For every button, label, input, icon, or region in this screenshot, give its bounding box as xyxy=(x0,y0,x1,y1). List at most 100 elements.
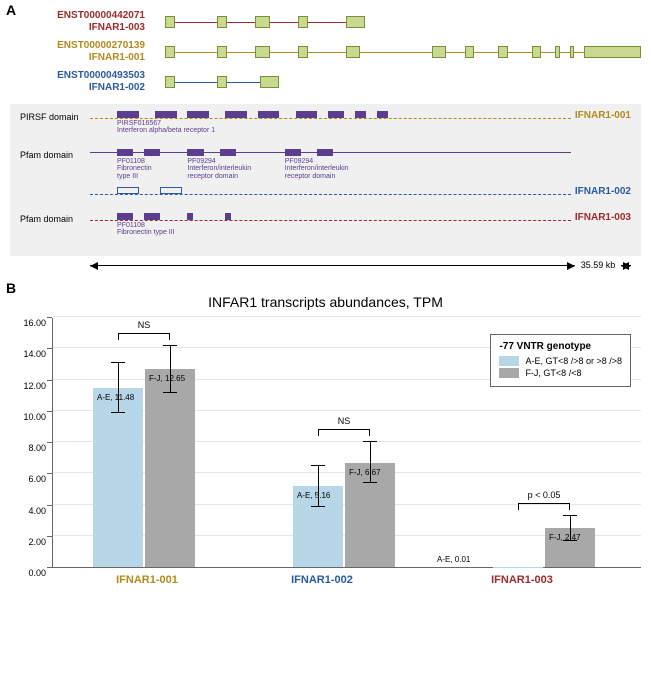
transcript-track xyxy=(165,44,641,60)
domain-box xyxy=(160,187,182,194)
bar-IFNAR1-001-F-J: F-J, 12.65 xyxy=(145,369,195,567)
exon xyxy=(465,46,475,58)
domain-row: Pfam domainPF01108Fibronectintype IIIPF0… xyxy=(20,148,631,184)
exon xyxy=(217,46,227,58)
domain-track: PF01108Fibronectintype IIIPF09294Interfe… xyxy=(90,148,631,172)
legend-title: -77 VNTR genotype xyxy=(499,341,622,352)
exon xyxy=(432,46,446,58)
y-tick-label: 6.00 xyxy=(28,474,46,484)
transcript-t002: ENST00000493503IFNAR1-002 xyxy=(10,70,641,94)
domain-track: IFNAR1-003 PF01108Fibronectin type III xyxy=(90,212,631,236)
sig-bracket xyxy=(118,333,170,334)
domain-box xyxy=(117,111,139,118)
sig-label: NS xyxy=(338,416,351,426)
transcript-t001: ENST00000270139IFNAR1-001 xyxy=(10,40,641,64)
legend: -77 VNTR genotype A-E, GT<8 />8 or >8 />… xyxy=(490,334,631,387)
bar-value-label: F-J, 6.67 xyxy=(349,469,381,478)
x-label-IFNAR1-001: IFNAR1-001 xyxy=(72,574,222,586)
y-tick-label: 14.00 xyxy=(23,349,46,359)
chart-title: INFAR1 transcripts abundances, TPM xyxy=(10,294,641,310)
transcript-t003: ENST00000442071IFNAR1-003 xyxy=(10,10,641,34)
exon xyxy=(165,46,175,58)
exon xyxy=(165,76,175,88)
domain-box-label: PF09294Interferon/interleukinreceptor do… xyxy=(187,158,251,180)
domain-track: IFNAR1-001PIRSF016567Interferon alpha/be… xyxy=(90,110,631,134)
panel-a: A ENST00000442071IFNAR1-003 ENST000002701… xyxy=(0,0,651,270)
sig-label: p < 0.05 xyxy=(528,490,561,500)
domain-box xyxy=(117,187,139,194)
panel-a-label: A xyxy=(6,2,16,18)
legend-swatch xyxy=(499,356,519,366)
bar-value-label: A-E, 11.48 xyxy=(97,394,134,403)
domain-box xyxy=(220,149,236,156)
y-tick-label: 16.00 xyxy=(23,318,46,328)
domain-box xyxy=(155,111,177,118)
exon xyxy=(555,46,560,58)
domain-row-label: PIRSF domain xyxy=(20,110,90,122)
transcript-label: ENST00000442071IFNAR1-003 xyxy=(10,10,165,34)
sig-label: NS xyxy=(138,320,151,330)
y-tick-label: 8.00 xyxy=(28,443,46,453)
domain-panel: PIRSF domainIFNAR1-001PIRSF016567Interfe… xyxy=(10,104,641,256)
domain-box xyxy=(225,111,247,118)
domain-box xyxy=(317,149,333,156)
isoform-label: IFNAR1-003 xyxy=(575,212,631,223)
y-axis: 0.002.004.006.008.0010.0012.0014.0016.00 xyxy=(10,318,52,568)
domain-row: Pfam domain IFNAR1-003 PF01108Fibronectin … xyxy=(20,212,631,248)
domain-box xyxy=(117,149,133,156)
bar-value-label: F-J, 2.47 xyxy=(549,534,581,543)
exon xyxy=(346,46,360,58)
domain-box-label: PF09294Interferon/interleukinreceptor do… xyxy=(285,158,349,180)
domain-box xyxy=(328,111,344,118)
domain-row-label: Pfam domain xyxy=(20,148,90,160)
bar-IFNAR1-001-A-E: A-E, 11.48 xyxy=(93,388,143,567)
domain-box xyxy=(258,111,280,118)
transcript-track xyxy=(165,74,641,90)
domain-box xyxy=(187,111,209,118)
panel-b: B INFAR1 transcripts abundances, TPM 0.0… xyxy=(0,270,651,596)
y-tick-label: 2.00 xyxy=(28,537,46,547)
transcript-track xyxy=(165,14,641,30)
exon xyxy=(532,46,542,58)
domain-box xyxy=(377,111,388,118)
legend-item-F-J: F-J, GT<8 /<8 xyxy=(499,368,622,378)
exon xyxy=(570,46,575,58)
exon xyxy=(217,16,227,28)
panel-b-label: B xyxy=(6,280,16,296)
y-tick-label: 0.00 xyxy=(28,568,46,578)
scale-arrow: 35.59 kb xyxy=(90,260,631,270)
exon xyxy=(584,46,641,58)
exon xyxy=(217,76,227,88)
bar-value-label: A-E, 5.16 xyxy=(297,492,330,501)
legend-swatch xyxy=(499,368,519,378)
domain-row: IFNAR1-002 xyxy=(20,186,631,210)
exon xyxy=(498,46,508,58)
exon xyxy=(298,16,308,28)
domain-box xyxy=(117,213,133,220)
transcript-label: ENST00000493503IFNAR1-002 xyxy=(10,70,165,94)
domain-box-label: PF01108Fibronectin type III xyxy=(117,222,175,237)
domain-box xyxy=(225,213,230,220)
scale-text: 35.59 kb xyxy=(581,260,616,270)
domain-track: IFNAR1-002 xyxy=(90,186,631,210)
legend-item-A-E: A-E, GT<8 />8 or >8 />8 xyxy=(499,356,622,366)
isoform-label: IFNAR1-001 xyxy=(575,110,631,121)
domain-row: PIRSF domainIFNAR1-001PIRSF016567Interfe… xyxy=(20,110,631,146)
legend-text: A-E, GT<8 />8 or >8 />8 xyxy=(525,356,622,366)
domain-row-label: Pfam domain xyxy=(20,212,90,224)
x-axis-labels: IFNAR1-001IFNAR1-002IFNAR1-003 xyxy=(52,574,641,586)
exon xyxy=(255,16,269,28)
x-label-IFNAR1-003: IFNAR1-003 xyxy=(422,574,622,586)
domain-box xyxy=(355,111,366,118)
domain-box xyxy=(144,149,160,156)
x-label-IFNAR1-002: IFNAR1-002 xyxy=(222,574,422,586)
domain-box xyxy=(187,149,203,156)
bar-value-label: A-E, 0.01 xyxy=(437,556,470,565)
y-tick-label: 4.00 xyxy=(28,506,46,516)
domain-row-label xyxy=(20,186,90,188)
y-tick-label: 12.00 xyxy=(23,381,46,391)
domain-box xyxy=(187,213,192,220)
domain-box xyxy=(285,149,301,156)
domain-box xyxy=(296,111,318,118)
sig-bracket xyxy=(318,429,370,430)
